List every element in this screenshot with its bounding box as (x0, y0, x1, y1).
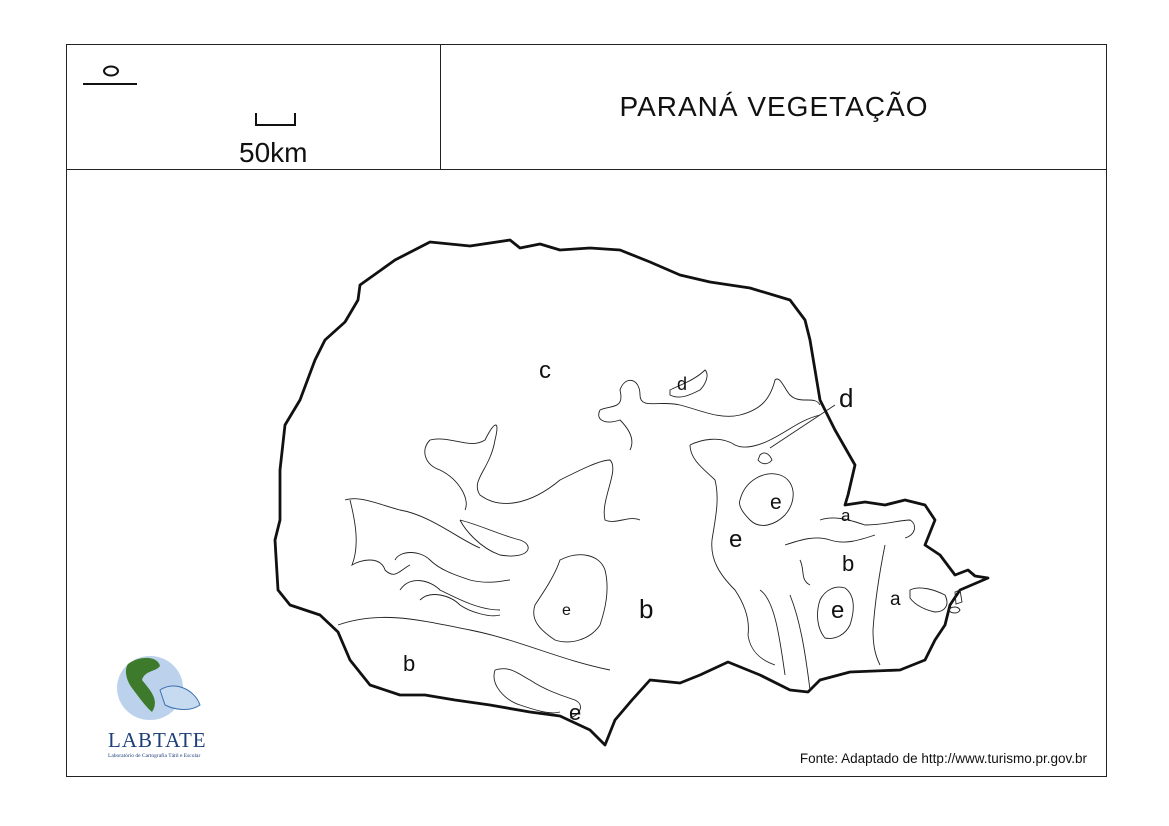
region-label-e-south: e (569, 700, 582, 725)
region-label-e-east: e (770, 491, 782, 514)
map-title: PARANÁ VEGETAÇÃO (619, 91, 929, 122)
labtate-logo-icon (117, 656, 201, 720)
scale-label: 50km (239, 137, 308, 168)
region-label-e-small: e (562, 602, 571, 619)
map-frame: PARANÁ VEGETAÇÃO 50km (66, 44, 1107, 777)
region-label-a-coast: a (890, 589, 901, 610)
region-label-d-north: d (677, 374, 688, 394)
region-label-b-east: b (842, 551, 855, 576)
logo-subtitle: Laboratório de Cartografia Tátil e Escol… (108, 753, 201, 759)
region-label-c: c (539, 357, 551, 384)
region-label-d-east: d (839, 383, 854, 413)
source-note: Fonte: Adaptado de http://www.turismo.pr… (799, 751, 1087, 766)
logo-name: LABTATE (108, 728, 207, 752)
north-arrow-icon (83, 65, 137, 85)
region-label-b-south: b (403, 651, 416, 676)
state-outline (273, 238, 990, 747)
region-label-b-center: b (639, 594, 654, 624)
header-vertical-divider (440, 45, 441, 169)
vegetation-boundaries (337, 369, 963, 719)
scale-bar-icon (255, 113, 296, 126)
region-label-a-east: a (841, 506, 851, 525)
header-divider (67, 169, 1106, 170)
region-label-e-center: e (729, 526, 743, 553)
region-label-e-southeast: e (831, 597, 845, 624)
